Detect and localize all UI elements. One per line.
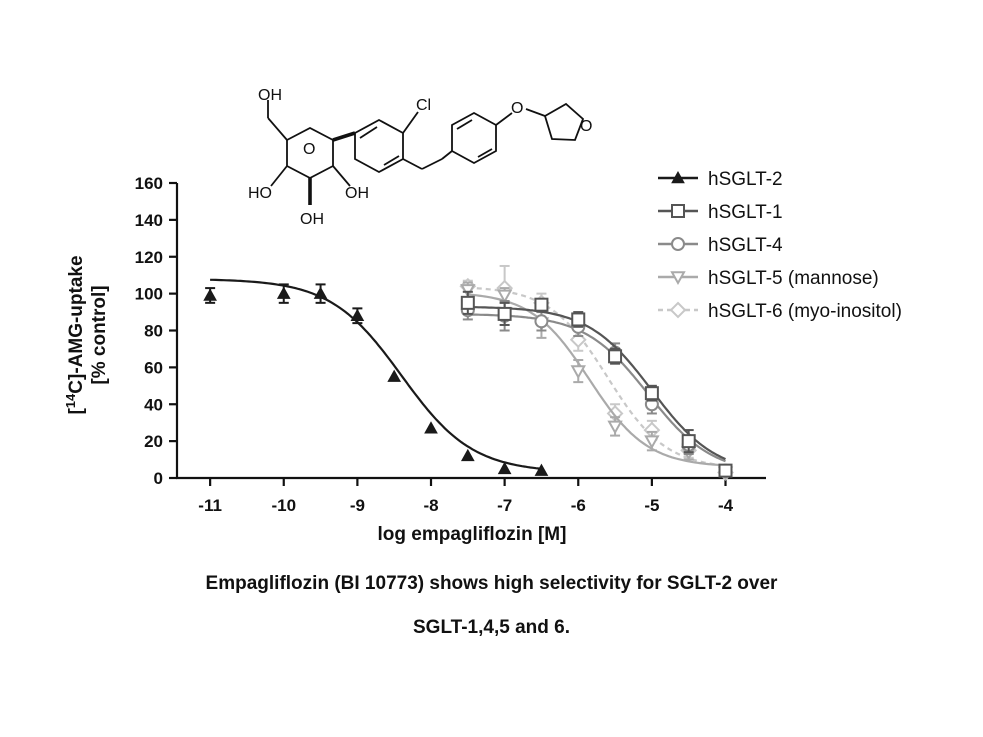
fit-curve [467,293,726,467]
bond-ch2-bridge-a [402,158,423,170]
data-point [497,306,512,321]
label-oh-top: OH [258,87,282,104]
data-point [681,434,696,449]
x-ticks: -11 -10 -9 -8 -7 -6 -5 -4 [198,478,734,515]
legend: hSGLT-2 hSGLT-1 hSGLT-4 hSGLT-5 (mannose) hS… [658,169,902,322]
legend-label: hSGLT-1 [708,202,783,223]
legend-marker [671,237,685,251]
x-tick-label: -6 [571,496,586,515]
legend-item: hSGLT-5 (mannose) [658,268,879,289]
benzene-ring-2 [451,111,497,165]
data-point [350,308,365,322]
legend-label: hSGLT-4 [708,235,783,256]
data-point [571,312,586,327]
plot-area [203,264,734,481]
data-point [460,295,475,310]
data-point [387,369,402,382]
label-thf-o: O [580,118,592,135]
aromatic-bond-2a [477,148,493,158]
series-hsglt-1 [460,290,733,478]
y-ticks: 0 20 40 60 80 100 120 140 160 [135,174,177,488]
caption-line-1: Empagliflozin (BI 10773) shows high sele… [205,573,778,594]
x-tick-label: -5 [644,496,659,515]
bond-c2-oh [332,165,351,187]
data-point [570,365,586,380]
y-tick-label: 100 [135,285,163,304]
bond-ring2 [441,150,453,160]
caption-line-2: SGLT-1,4,5 and 6. [413,617,570,638]
data-point [607,420,623,435]
y-tick-label: 40 [144,395,163,414]
label-ring-o: O [303,141,315,158]
legend-label: hSGLT-5 (mannose) [708,268,879,289]
thf-ring [543,102,585,141]
legend-marker [670,271,686,286]
aromatic-bond-1b [359,126,378,139]
data-point [534,463,549,476]
bond-c1-aryl [332,131,356,142]
series-hsglt-2 [203,278,549,476]
bond-ether-o [495,112,513,126]
data-point [608,349,623,364]
legend-item: hSGLT-4 [658,235,783,256]
legend-label: hSGLT-2 [708,169,783,190]
data-point [276,286,291,299]
y-tick-label: 60 [144,358,163,377]
bond-ch2 [267,117,288,141]
y-tick-label: 20 [144,432,163,451]
data-point [644,386,659,401]
y-axis-title-line2: [% control] [89,285,110,384]
y-tick-label: 160 [135,174,163,193]
data-point [718,463,733,478]
x-axis-title: log empagliflozin [M] [378,524,567,545]
chemical-structure: OH HO OH OH O Cl O O [248,87,592,228]
data-point [497,461,512,475]
y-axis-title-line1: [14C]-AMG-uptake [63,255,87,414]
benzene-ring-1 [354,118,404,174]
legend-marker [669,301,687,319]
label-ether-o: O [511,100,523,117]
x-tick-label: -10 [271,496,296,515]
data-point [496,289,513,304]
legend-marker [671,170,685,184]
legend-item: hSGLT-1 [658,202,783,223]
data-point [534,297,549,312]
x-tick-label: -4 [718,496,734,515]
data-point [460,448,475,462]
y-tick-label: 120 [135,248,163,267]
x-tick-label: -8 [423,496,438,515]
y-tick-label: 80 [144,322,163,341]
bond-ch2-bridge-b [421,158,443,170]
y-tick-label: 140 [135,211,163,230]
bond-o-thf [525,108,546,117]
bond-c4-oh [270,165,288,187]
legend-item: hSGLT-2 [658,169,783,190]
axes [175,183,766,480]
label-oh-right: OH [345,185,369,202]
y-axis-title: [14C]-AMG-uptake [% control] [63,255,110,414]
label-ho-left: HO [248,185,272,202]
data-point [203,288,217,301]
aromatic-bond-2b [456,119,473,130]
data-point [460,284,476,298]
x-tick-label: -7 [497,496,512,515]
x-tick-label: -11 [198,496,222,515]
data-point [313,286,328,299]
legend-item: hSGLT-6 (myo-inositol) [658,301,902,322]
data-point [534,314,549,329]
bond-cl [402,111,419,134]
legend-label: hSGLT-6 (myo-inositol) [708,301,902,322]
legend-marker [671,204,685,218]
y-tick-label: 0 [154,469,163,488]
data-point [644,435,660,450]
data-point [424,421,438,434]
fit-curve [467,286,726,467]
label-oh-bottom: OH [300,211,324,228]
x-tick-label: -9 [350,496,365,515]
fit-curve [210,278,542,470]
label-cl: Cl [416,97,431,114]
aromatic-bond-1a [383,155,400,166]
